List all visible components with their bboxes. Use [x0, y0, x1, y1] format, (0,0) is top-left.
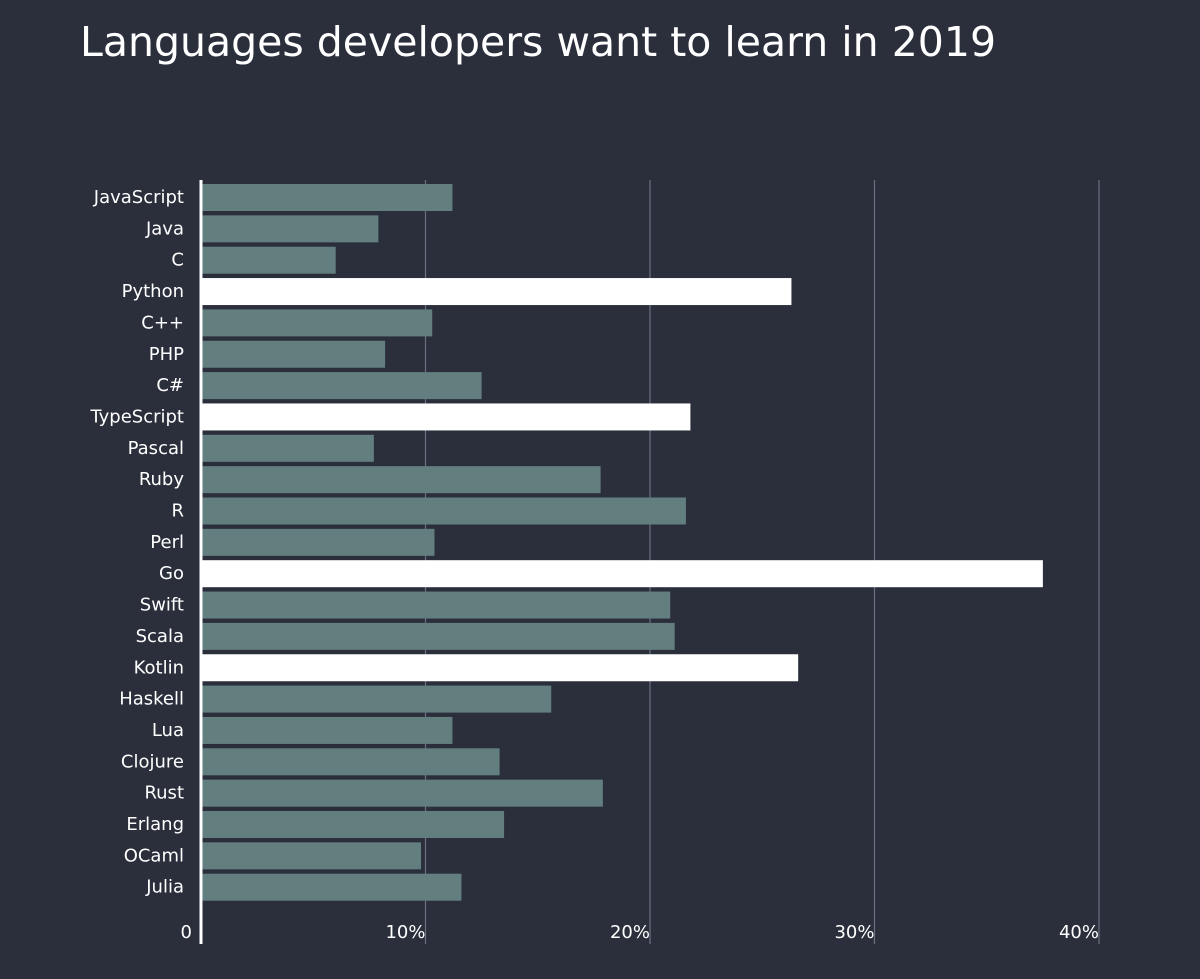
bar	[201, 497, 686, 525]
bar	[201, 716, 453, 744]
category-label: C	[171, 250, 184, 271]
category-label: Go	[159, 563, 184, 584]
bar	[201, 528, 435, 556]
category-label: Julia	[145, 877, 184, 898]
bar	[201, 184, 453, 211]
category-label: Python	[122, 281, 184, 302]
bar	[201, 309, 433, 337]
category-label: Kotlin	[134, 657, 184, 678]
bars	[201, 184, 1043, 901]
bar	[201, 215, 379, 243]
category-label: Haskell	[119, 689, 184, 710]
bar	[201, 466, 601, 494]
chart-title: Languages developers want to learn in 20…	[80, 18, 997, 66]
category-label: C++	[141, 312, 184, 333]
bar	[201, 811, 505, 838]
bar	[201, 748, 500, 776]
x-tick-label: 30%	[834, 922, 874, 943]
category-label: Lua	[152, 720, 184, 741]
category-labels: JavaScript Java C Python C++ PHP C# TypeScript P…	[89, 187, 184, 898]
bar	[201, 340, 386, 368]
bar	[201, 842, 422, 870]
x-tick-label: 20%	[610, 922, 650, 943]
category-label: Erlang	[126, 814, 184, 835]
category-label: Rust	[144, 783, 184, 804]
category-label: PHP	[149, 344, 184, 365]
category-label: Pascal	[128, 438, 184, 459]
category-label: C#	[156, 375, 184, 396]
category-label: Swift	[140, 595, 184, 616]
bar-highlighted	[201, 654, 799, 682]
category-label: JavaScript	[93, 187, 184, 208]
x-tick-label: 40%	[1059, 922, 1099, 943]
x-tick-labels: 0 10% 20% 30% 40%	[181, 922, 1099, 943]
x-tick-label: 0	[181, 922, 192, 943]
bar	[201, 372, 482, 400]
bar	[201, 591, 671, 619]
bar	[201, 873, 462, 901]
bar	[201, 685, 552, 713]
bar-highlighted	[201, 560, 1043, 588]
category-label: Scala	[136, 626, 184, 647]
category-label: OCaml	[124, 845, 184, 866]
category-label: Clojure	[121, 751, 184, 772]
x-tick-label: 10%	[385, 922, 425, 943]
category-label: R	[171, 501, 184, 522]
category-label: Ruby	[139, 469, 185, 490]
bar-highlighted	[201, 278, 792, 306]
category-label: TypeScript	[89, 406, 184, 427]
bar	[201, 622, 675, 650]
bar-highlighted	[201, 403, 691, 431]
category-label: Perl	[150, 532, 184, 553]
bar	[201, 246, 336, 274]
bar	[201, 434, 374, 462]
bar	[201, 779, 603, 807]
category-label: Java	[145, 218, 184, 239]
